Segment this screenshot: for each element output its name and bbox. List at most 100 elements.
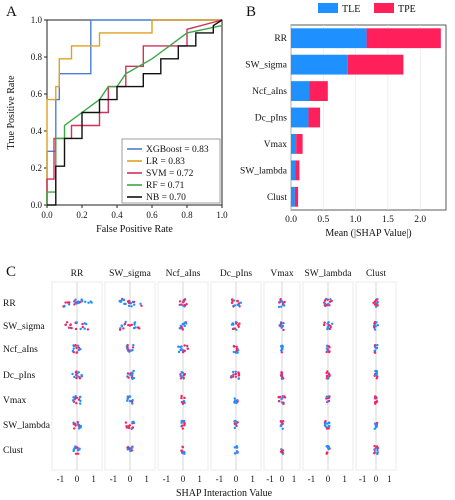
- bar-segment-tle: [291, 134, 297, 154]
- interaction-point: [233, 345, 236, 348]
- interaction-point: [126, 395, 129, 398]
- interaction-point: [278, 399, 281, 403]
- bar-x-tick-label: 0.5: [317, 215, 329, 225]
- interaction-point: [126, 372, 130, 375]
- interaction-point: [123, 322, 127, 326]
- interaction-point: [330, 299, 333, 303]
- interaction-point: [183, 321, 186, 324]
- bar-segment-tpe: [308, 107, 321, 128]
- interaction-point: [130, 374, 133, 377]
- interaction-point: [183, 420, 186, 423]
- interaction-point: [72, 396, 75, 399]
- interaction-point: [132, 343, 135, 347]
- interaction-point: [87, 301, 90, 304]
- interaction-point: [327, 376, 330, 379]
- interaction-column-label: Vmax: [270, 269, 293, 279]
- interaction-point: [237, 304, 240, 307]
- interaction-point: [327, 373, 331, 376]
- interaction-point: [74, 298, 77, 301]
- interaction-point: [281, 422, 284, 425]
- interaction-point: [84, 300, 87, 303]
- interaction-point: [180, 394, 183, 398]
- interaction-point: [76, 344, 80, 347]
- interaction-point: [131, 377, 134, 381]
- interaction-point: [133, 323, 136, 326]
- roc-x-tick-label: 0.0: [41, 210, 53, 220]
- bar-x-axis-label: Mean (|SHAP Value|): [325, 228, 411, 239]
- interaction-point: [235, 328, 238, 331]
- interaction-point: [180, 345, 183, 348]
- interaction-x-tick-label: 1: [292, 474, 297, 484]
- interaction-point: [72, 347, 75, 350]
- panel-label-c: C: [6, 264, 16, 280]
- bar-segment-tpe: [366, 28, 441, 49]
- interaction-point: [280, 351, 283, 354]
- interaction-point: [237, 371, 240, 374]
- interaction-x-tick-label: 0: [234, 474, 239, 484]
- interaction-point: [74, 301, 77, 304]
- roc-curve-1: [46, 19, 222, 205]
- interaction-point: [126, 346, 129, 349]
- interaction-point: [185, 302, 188, 306]
- interaction-point: [180, 449, 183, 452]
- interaction-point: [80, 373, 83, 377]
- roc-legend-entry: XGBoost = 0.83: [146, 145, 209, 155]
- interaction-point: [181, 323, 185, 326]
- interaction-point: [235, 446, 238, 449]
- interaction-point: [326, 370, 329, 373]
- bar-legend-entry: TPE: [398, 4, 416, 15]
- interaction-point: [327, 302, 330, 306]
- interaction-point: [128, 373, 131, 376]
- interaction-point: [376, 343, 379, 347]
- interaction-point: [126, 399, 129, 402]
- interaction-point: [67, 326, 71, 329]
- interaction-point: [376, 324, 379, 327]
- interaction-point: [74, 424, 77, 427]
- interaction-point: [375, 321, 378, 324]
- bar-segment-tpe: [296, 134, 303, 154]
- interaction-point: [375, 400, 379, 403]
- interaction-point: [71, 372, 74, 376]
- interaction-point: [63, 305, 66, 308]
- interaction-point: [375, 377, 378, 380]
- interaction-point: [236, 299, 239, 303]
- interaction-point: [325, 451, 329, 454]
- interaction-point: [324, 302, 327, 305]
- interaction-x-tick-label: 0: [181, 474, 186, 484]
- interaction-point: [180, 303, 183, 306]
- interaction-point: [235, 401, 238, 405]
- bar-legend-entry: TLE: [342, 4, 360, 15]
- interaction-point: [373, 449, 376, 452]
- interaction-x-tick-label: 0: [326, 474, 331, 484]
- interaction-point: [233, 452, 237, 455]
- interaction-point: [233, 426, 236, 430]
- interaction-point: [375, 371, 378, 375]
- bar-category-label: SW_sigma: [245, 61, 287, 71]
- interaction-point: [180, 419, 183, 423]
- interaction-point: [236, 421, 239, 424]
- interaction-point: [280, 305, 283, 308]
- interaction-point: [132, 369, 135, 373]
- interaction-point: [182, 376, 185, 379]
- bar-legend-swatch: [318, 3, 338, 13]
- bar-legend-swatch: [374, 3, 394, 13]
- interaction-point: [323, 321, 326, 324]
- interaction-point: [130, 400, 134, 403]
- interaction-point: [183, 424, 186, 427]
- interaction-point: [323, 424, 327, 427]
- interaction-point: [72, 422, 76, 426]
- interaction-point: [373, 444, 376, 448]
- roc-x-axis-label: False Positive Rate: [96, 224, 173, 235]
- bar-category-label: SW_lambda: [240, 166, 288, 176]
- interaction-point: [181, 427, 184, 430]
- interaction-point: [182, 299, 185, 302]
- interaction-point: [77, 398, 81, 401]
- roc-legend: [121, 138, 221, 204]
- bar-segment-tle: [291, 28, 367, 49]
- panel-label-b: B: [246, 4, 256, 20]
- interaction-point: [83, 327, 86, 330]
- interaction-point: [81, 325, 85, 329]
- interaction-row-label: Ncf_aIns: [3, 344, 38, 355]
- interaction-point: [373, 349, 376, 352]
